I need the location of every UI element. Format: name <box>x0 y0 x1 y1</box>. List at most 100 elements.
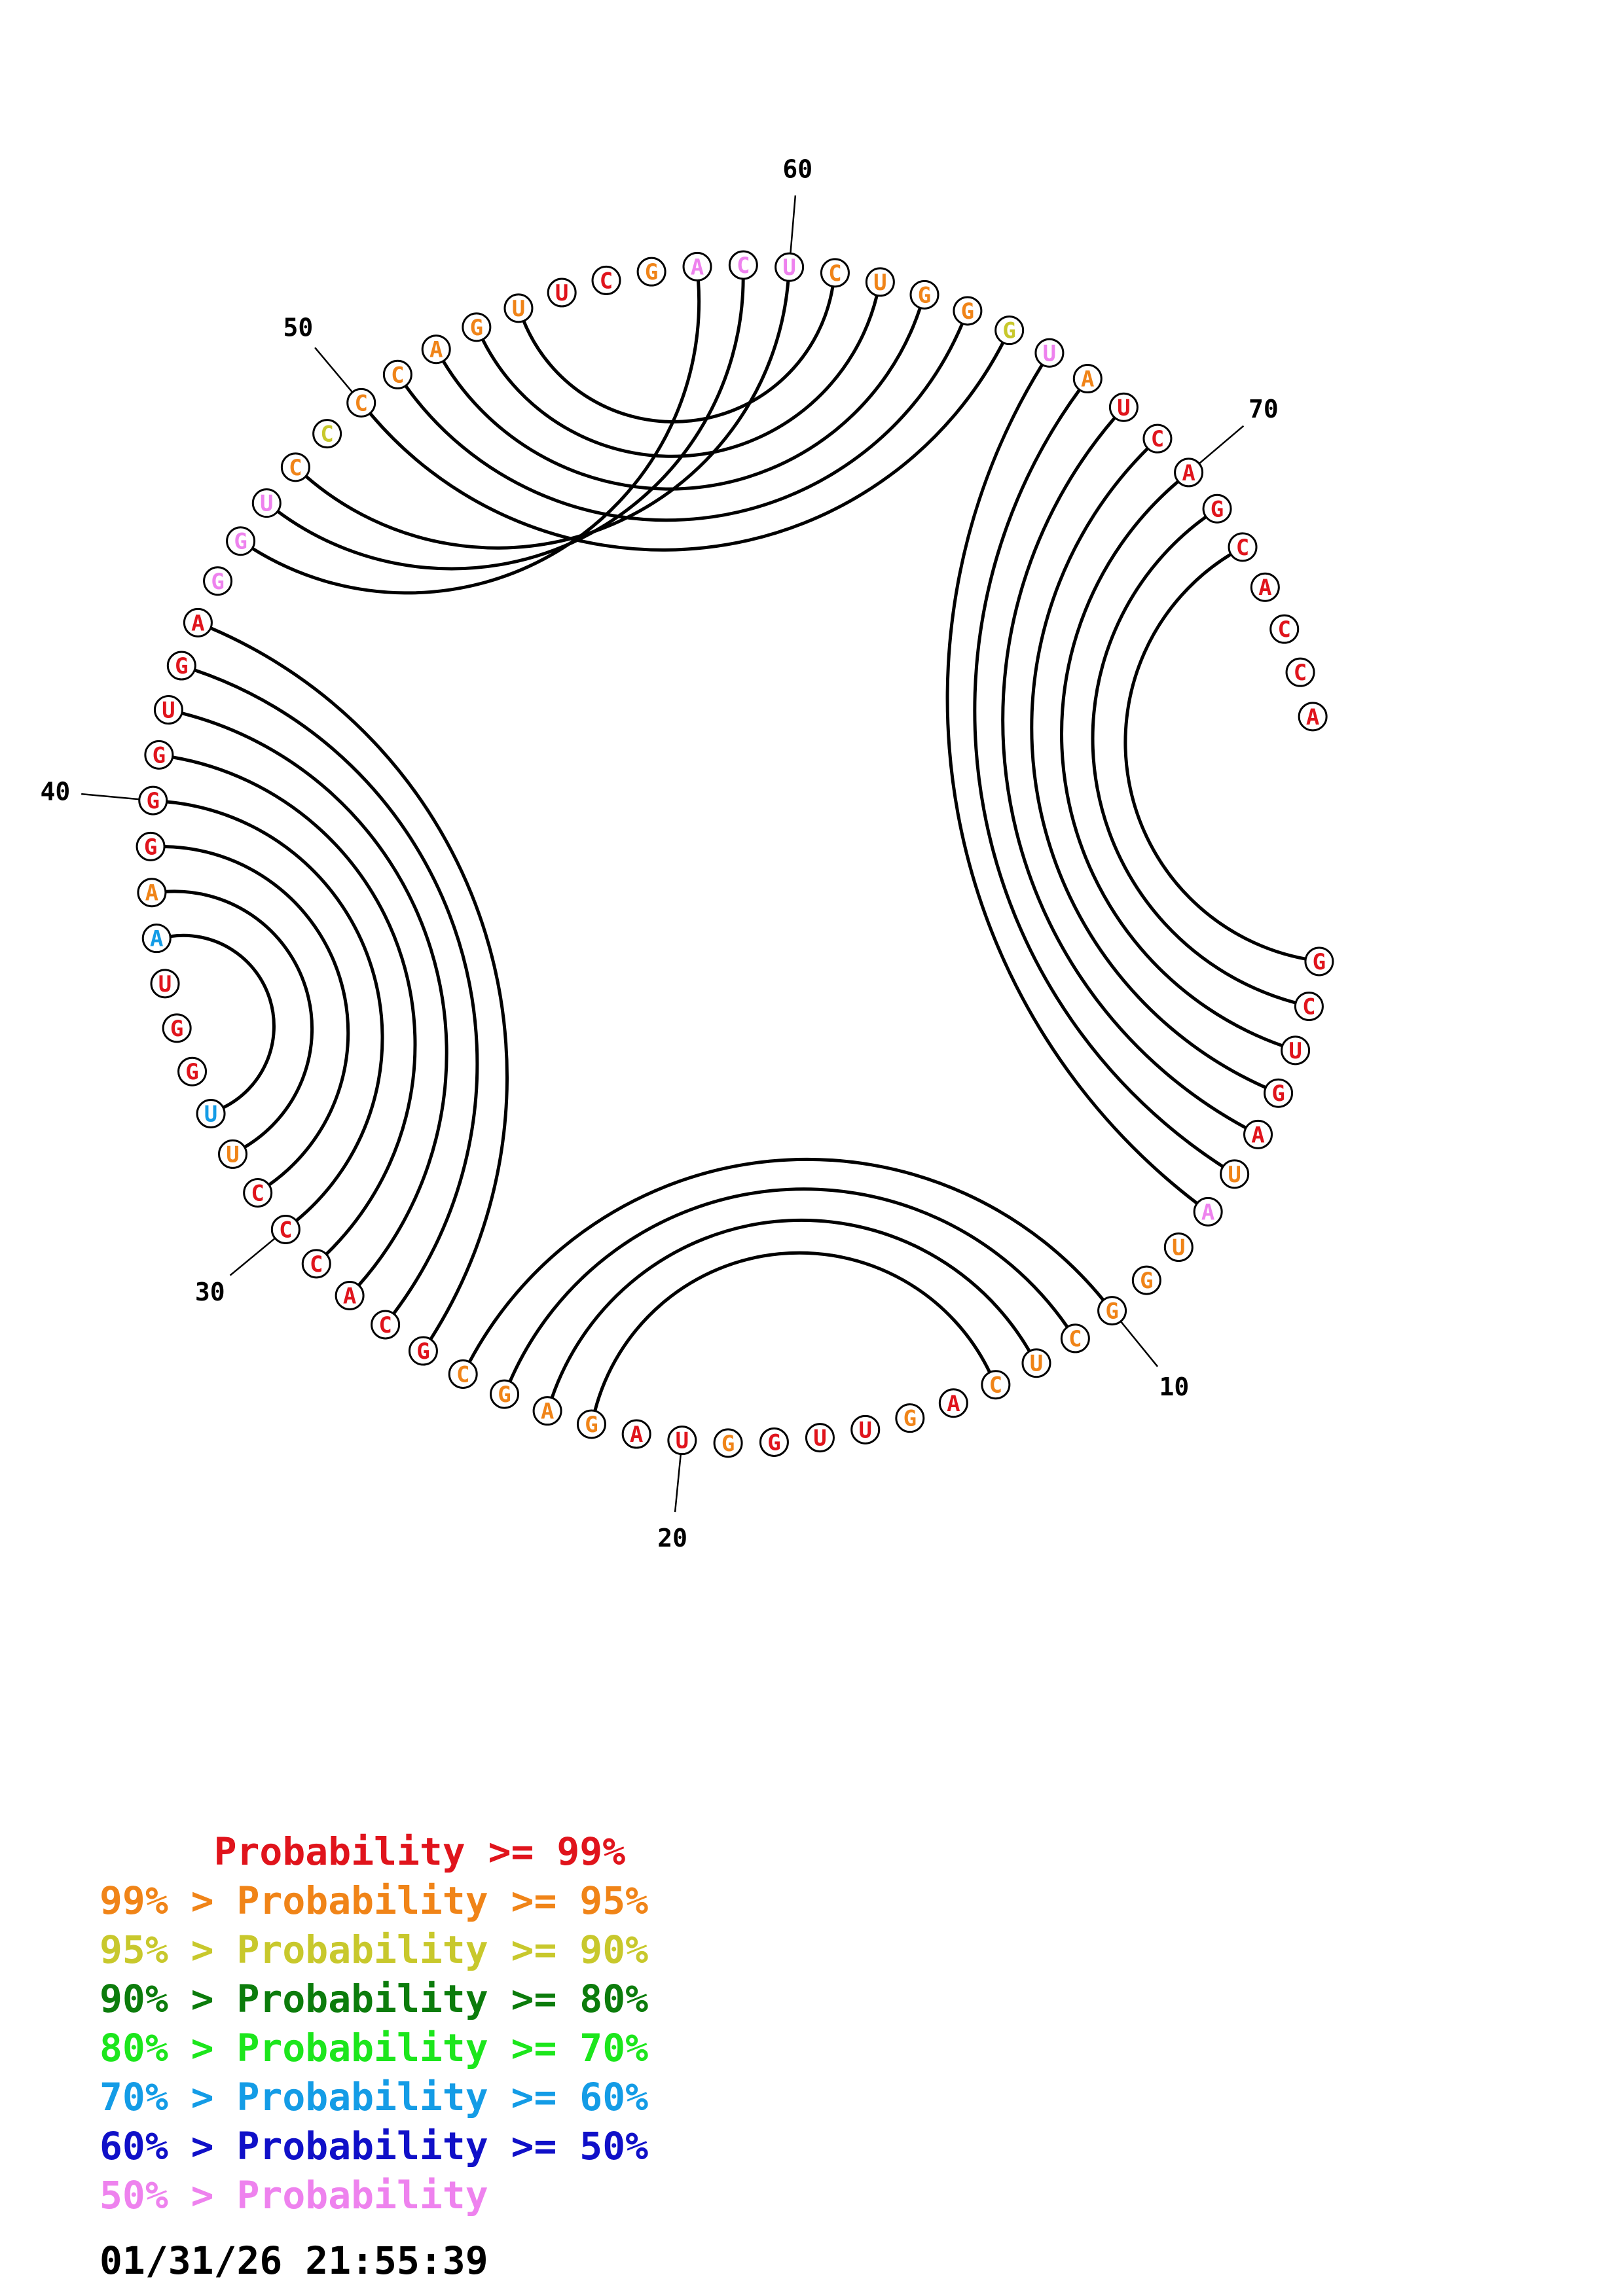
nucleotide-70: A <box>1174 457 1204 488</box>
nucleotide-17: U <box>805 1423 835 1453</box>
nucleotide-letter: C <box>1294 660 1307 686</box>
nucleotide-74: C <box>1269 614 1300 644</box>
position-label-40: 40 <box>40 777 70 806</box>
nucleotide-43: G <box>166 651 196 681</box>
nucleotide-41: G <box>144 740 174 770</box>
nucleotide-56: C <box>591 265 621 295</box>
nucleotide-letter: G <box>1271 1081 1285 1107</box>
nucleotide-letter: A <box>343 1283 356 1309</box>
nucleotide-ring: GCUGAUAUGGCUCAGUUGGUAGAGCGCACCCUUGGUAAGG… <box>136 250 1334 1458</box>
nucleotide-letter: G <box>585 1412 598 1438</box>
nucleotide-letter: G <box>144 834 157 860</box>
nucleotide-letter: G <box>170 1016 183 1042</box>
nucleotide-51: C <box>382 359 412 389</box>
legend-entry-c60: 70% > Probability >= 60% <box>100 2075 649 2119</box>
nucleotide-7: A <box>1193 1196 1223 1227</box>
nucleotide-72: C <box>1228 532 1258 562</box>
base-pair-arc-51-64 <box>404 323 964 522</box>
nucleotide-letter: U <box>226 1141 239 1168</box>
nucleotide-14: A <box>938 1388 968 1418</box>
nucleotide-letter: C <box>828 260 841 287</box>
nucleotide-letter: A <box>150 926 163 952</box>
nucleotide-4: G <box>1264 1078 1294 1108</box>
base-pair-arc-53-62 <box>481 295 879 458</box>
nucleotide-letter: U <box>1288 1038 1302 1064</box>
legend-entry-c90: 95% > Probability >= 90% <box>100 1928 649 1972</box>
nucleotide-letter: C <box>320 422 333 448</box>
nucleotide-11: C <box>1060 1323 1090 1354</box>
nucleotide-letter: G <box>153 742 166 768</box>
nucleotide-letter: G <box>903 1406 917 1432</box>
nucleotide-letter: C <box>456 1362 469 1388</box>
nucleotide-68: U <box>1108 392 1139 422</box>
nucleotide-letter: A <box>1251 1122 1264 1148</box>
nucleotide-letter: G <box>721 1431 735 1457</box>
nucleotide-letter: G <box>918 282 931 308</box>
nucleotide-6: U <box>1220 1159 1250 1189</box>
nucleotide-letter: C <box>1068 1326 1082 1352</box>
nucleotide-29: C <box>301 1249 331 1279</box>
nucleotide-letter: C <box>1236 535 1249 561</box>
base-pair-arc-7-66 <box>945 363 1199 1205</box>
position-tick-50 <box>314 347 354 393</box>
nucleotide-13: C <box>981 1370 1011 1400</box>
base-pair-arc-31-39 <box>164 845 350 1187</box>
nucleotide-letter: A <box>429 337 443 363</box>
nucleotide-2: C <box>1294 992 1324 1022</box>
nucleotide-75: C <box>1285 657 1315 687</box>
nucleotide-letter: U <box>1030 1351 1043 1377</box>
base-pair-arc-50-65 <box>369 342 1005 552</box>
nucleotide-63: G <box>909 279 939 310</box>
nucleotide-47: U <box>251 488 282 518</box>
nucleotide-60: U <box>775 252 805 282</box>
nucleotide-53: G <box>462 312 492 342</box>
base-pair-arc-13-22 <box>593 1251 991 1412</box>
nucleotide-25: C <box>448 1359 478 1390</box>
nucleotide-letter: G <box>416 1338 429 1365</box>
nucleotide-37: A <box>141 924 172 954</box>
nucleotide-48: C <box>280 452 310 482</box>
nucleotide-letter: C <box>1151 426 1164 452</box>
position-label-60: 60 <box>782 155 812 184</box>
base-pair-arc-6-67 <box>973 389 1224 1168</box>
nucleotide-letter: G <box>1313 949 1326 975</box>
nucleotide-64: G <box>953 296 983 326</box>
base-pair-arc-4-69 <box>1030 447 1267 1089</box>
nucleotide-50: C <box>346 387 376 418</box>
position-label-20: 20 <box>657 1524 687 1552</box>
nucleotide-letter: A <box>1258 575 1271 601</box>
position-tick-40 <box>81 793 139 800</box>
position-tick-30 <box>229 1237 276 1276</box>
nucleotide-letter: G <box>234 529 247 555</box>
nucleotide-letter: A <box>1201 1199 1214 1225</box>
nucleotide-letter: C <box>251 1181 264 1207</box>
nucleotide-letter: A <box>691 254 704 280</box>
nucleotide-52: A <box>421 334 451 365</box>
nucleotide-21: A <box>621 1419 651 1449</box>
nucleotide-55: U <box>547 278 577 308</box>
nucleotide-letter: C <box>1302 994 1315 1020</box>
nucleotide-letter: A <box>191 610 204 636</box>
nucleotide-letter: C <box>989 1372 1002 1399</box>
nucleotide-36: U <box>150 969 180 999</box>
nucleotide-15: G <box>895 1403 925 1433</box>
nucleotide-letter: U <box>158 971 172 997</box>
nucleotide-76: A <box>1298 702 1328 732</box>
nucleotide-letter: C <box>354 390 367 416</box>
position-ticks: 10 20 30 40 50 60 70 <box>40 155 1278 1552</box>
nucleotide-54: U <box>503 293 534 323</box>
base-pair-arc-10-25 <box>467 1157 1105 1363</box>
nucleotide-letter: A <box>145 880 158 906</box>
timestamp: 01/31/26 21:55:39 <box>100 2238 488 2283</box>
nucleotide-62: U <box>865 267 895 297</box>
nucleotide-letter: U <box>260 491 273 517</box>
base-pair-arc-48-60 <box>304 280 790 550</box>
nucleotide-65: G <box>994 315 1025 346</box>
nucleotide-73: A <box>1250 572 1280 602</box>
nucleotide-letter: U <box>813 1426 826 1452</box>
nucleotide-letter: A <box>630 1422 643 1448</box>
nucleotide-letter: U <box>512 296 525 322</box>
nucleotide-letter: C <box>289 455 302 481</box>
nucleotide-19: G <box>713 1428 743 1458</box>
